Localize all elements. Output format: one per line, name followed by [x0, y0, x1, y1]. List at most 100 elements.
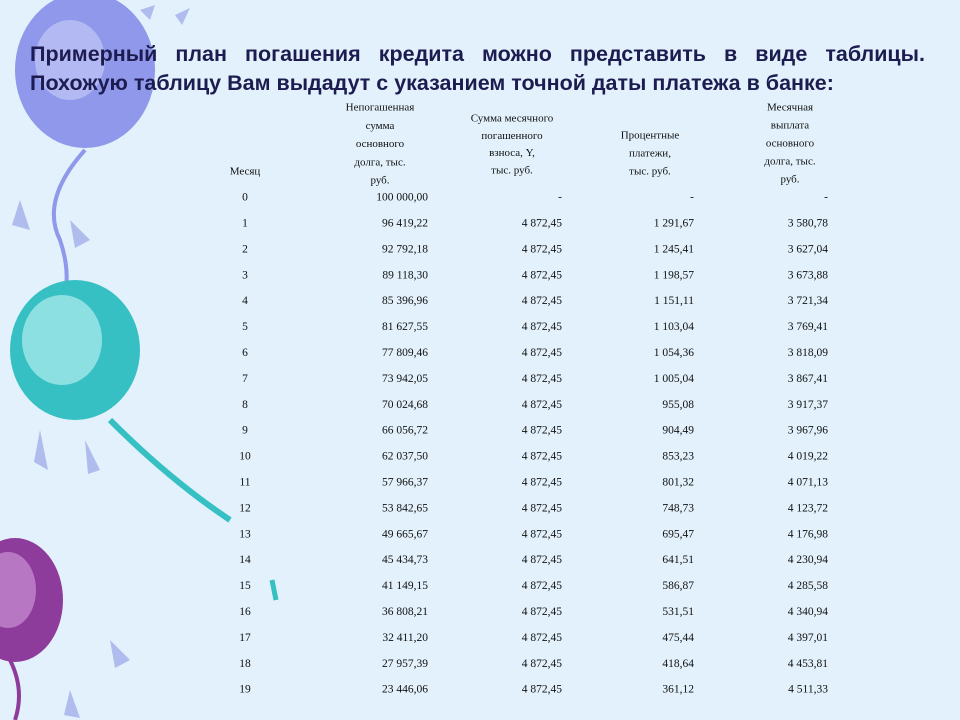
- value-cell: 49 665,67: [382, 528, 428, 540]
- month-cell: 9: [242, 425, 248, 437]
- value-cell: 1 151,11: [654, 295, 694, 307]
- value-cell: 3 769,41: [788, 321, 829, 333]
- column-header: Месячная: [767, 102, 813, 114]
- balloon-purple-shine: [0, 552, 36, 628]
- value-cell: 1 054,36: [654, 347, 695, 359]
- balloon-blue-shine: [35, 20, 105, 100]
- value-cell: 586,87: [662, 580, 694, 592]
- value-cell: 4 872,45: [522, 632, 563, 644]
- month-cell: 19: [239, 684, 251, 696]
- month-cell: 3: [242, 269, 248, 281]
- value-cell: 4 340,94: [788, 606, 829, 618]
- value-cell: 801,32: [662, 477, 694, 489]
- value-cell: 73 942,05: [382, 373, 428, 385]
- value-cell: 955,08: [662, 399, 694, 411]
- column-header: долга, тыс.: [764, 156, 815, 168]
- value-cell: 3 967,96: [788, 425, 829, 437]
- value-cell: 4 071,13: [788, 477, 829, 489]
- value-cell: 4 872,45: [522, 658, 563, 670]
- value-cell: 4 176,98: [788, 528, 829, 540]
- value-cell: 4 019,22: [788, 451, 829, 463]
- month-cell: 18: [239, 658, 251, 670]
- value-cell: 4 397,01: [788, 632, 829, 644]
- value-cell: 57 966,37: [382, 477, 428, 489]
- column-header: Месяц: [230, 166, 261, 178]
- value-cell: 3 917,37: [788, 399, 829, 411]
- value-cell: 4 872,45: [522, 399, 563, 411]
- value-cell: 4 872,45: [522, 347, 563, 359]
- value-cell: 3 867,41: [788, 373, 829, 385]
- value-cell: 32 411,20: [382, 632, 428, 644]
- value-cell: 3 721,34: [788, 295, 829, 307]
- balloon-string: [107, 417, 232, 523]
- value-cell: 4 285,58: [788, 580, 829, 592]
- value-cell: 418,64: [662, 658, 694, 670]
- column-header: основного: [356, 138, 405, 150]
- month-cell: 15: [239, 580, 251, 592]
- value-cell: 4 123,72: [788, 502, 829, 514]
- value-cell: 4 872,45: [522, 321, 563, 333]
- column-header: долга, тыс.: [354, 156, 405, 168]
- month-cell: 0: [242, 192, 248, 204]
- value-cell: 27 957,39: [382, 658, 428, 670]
- value-cell: 85 396,96: [382, 295, 428, 307]
- value-cell: 4 872,45: [522, 425, 563, 437]
- value-cell: 1 245,41: [654, 243, 695, 255]
- value-cell: 695,47: [662, 528, 694, 540]
- value-cell: 1 291,67: [654, 218, 695, 230]
- column-header: руб.: [780, 174, 799, 186]
- balloon-teal-shine: [22, 295, 102, 385]
- column-header: тыс. руб.: [491, 164, 533, 176]
- value-cell: 4 872,45: [522, 528, 563, 540]
- value-cell: 904,49: [662, 425, 694, 437]
- value-cell: -: [824, 192, 828, 204]
- value-cell: 531,51: [662, 606, 694, 618]
- value-cell: 4 230,94: [788, 554, 829, 566]
- month-cell: 1: [242, 218, 248, 230]
- column-header: выплата: [771, 120, 809, 132]
- value-cell: 4 453,81: [788, 658, 829, 670]
- value-cell: 53 842,65: [382, 502, 428, 514]
- month-cell: 6: [242, 347, 248, 359]
- value-cell: 4 872,45: [522, 477, 563, 489]
- month-cell: 2: [242, 243, 248, 255]
- month-cell: 11: [239, 477, 250, 489]
- month-cell: 8: [242, 399, 248, 411]
- value-cell: 748,73: [662, 502, 694, 514]
- value-cell: 4 872,45: [522, 580, 563, 592]
- value-cell: 641,51: [662, 554, 694, 566]
- value-cell: 1 198,57: [654, 269, 695, 281]
- value-cell: 77 809,46: [382, 347, 428, 359]
- value-cell: 45 434,73: [382, 554, 428, 566]
- value-cell: 853,23: [662, 451, 694, 463]
- value-cell: 4 872,45: [522, 451, 563, 463]
- column-header: Сумма месячного: [471, 113, 554, 125]
- value-cell: 4 872,45: [522, 684, 563, 696]
- value-cell: 3 673,88: [788, 269, 829, 281]
- value-cell: 3 627,04: [788, 243, 829, 255]
- column-header: погашенного: [481, 130, 543, 142]
- value-cell: 4 872,45: [522, 502, 563, 514]
- value-cell: -: [558, 192, 562, 204]
- value-cell: 23 446,06: [382, 684, 428, 696]
- month-cell: 16: [239, 606, 251, 618]
- value-cell: 96 419,22: [382, 218, 428, 230]
- value-cell: 92 792,18: [382, 243, 428, 255]
- value-cell: 4 872,45: [522, 243, 563, 255]
- value-cell: 36 808,21: [382, 606, 428, 618]
- value-cell: 1 005,04: [654, 373, 695, 385]
- value-cell: 4 872,45: [522, 554, 563, 566]
- star-rays: [12, 5, 190, 718]
- column-header: Непогашенная: [346, 102, 415, 114]
- value-cell: 81 627,55: [382, 321, 428, 333]
- value-cell: 1 103,04: [654, 321, 695, 333]
- value-cell: 4 872,45: [522, 218, 563, 230]
- column-header: взноса, Y,: [489, 147, 535, 159]
- month-cell: 7: [242, 373, 248, 385]
- value-cell: 62 037,50: [382, 451, 428, 463]
- month-cell: 5: [242, 321, 248, 333]
- value-cell: 4 511,33: [788, 684, 828, 696]
